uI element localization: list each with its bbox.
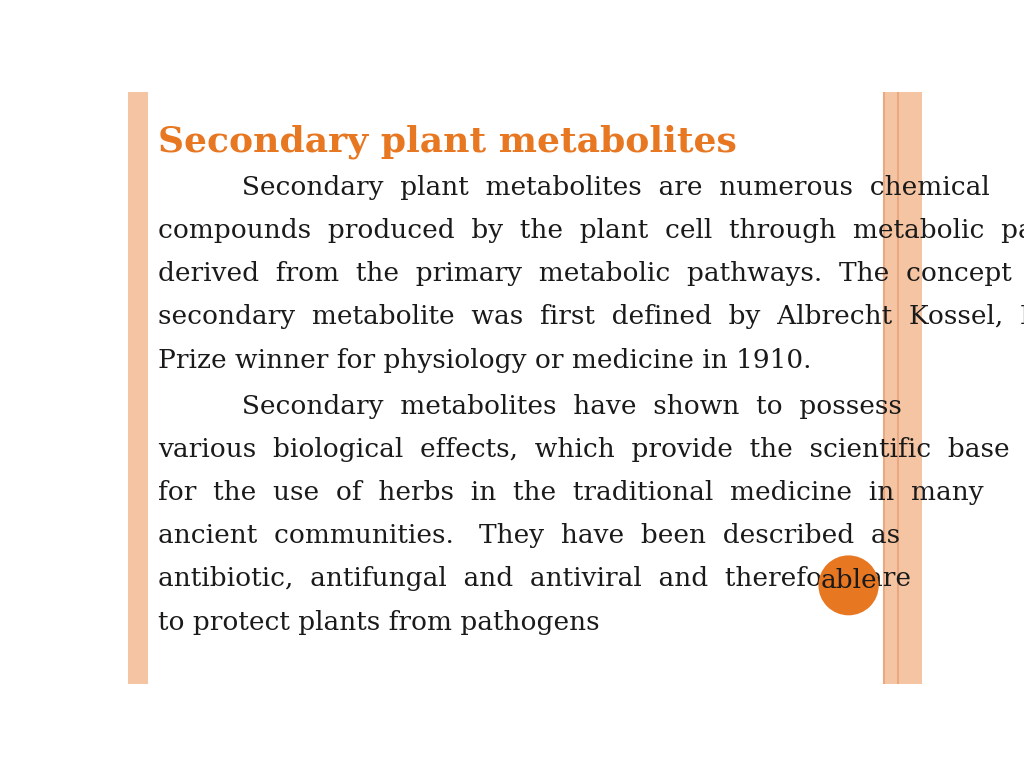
Ellipse shape — [818, 555, 879, 615]
Text: ancient  communities.   They  have  been  described  as: ancient communities. They have been desc… — [158, 523, 900, 548]
Text: secondary  metabolite  was  first  defined  by  Albrecht  Kossel,  Nobel: secondary metabolite was first defined b… — [158, 304, 1024, 329]
Text: various  biological  effects,  which  provide  the  scientific  base: various biological effects, which provid… — [158, 437, 1010, 462]
Bar — [885, 92, 902, 684]
Bar — [902, 92, 922, 684]
Text: Prize winner for physiology or medicine in 1910.: Prize winner for physiology or medicine … — [158, 348, 812, 372]
Bar — [128, 92, 147, 684]
Text: Secondary plant metabolites: Secondary plant metabolites — [158, 124, 737, 159]
Text: derived  from  the  primary  metabolic  pathways.  The  concept  of: derived from the primary metabolic pathw… — [158, 261, 1024, 286]
Text: to protect plants from pathogens: to protect plants from pathogens — [158, 610, 600, 634]
Text: antibiotic,  antifungal  and  antiviral  and  therefore  are: antibiotic, antifungal and antiviral and… — [158, 567, 911, 591]
Text: Secondary  plant  metabolites  are  numerous  chemical: Secondary plant metabolites are numerous… — [158, 175, 990, 200]
Text: compounds  produced  by  the  plant  cell  through  metabolic  pathways: compounds produced by the plant cell thr… — [158, 218, 1024, 243]
Text: for  the  use  of  herbs  in  the  traditional  medicine  in  many: for the use of herbs in the traditional … — [158, 480, 984, 505]
Text: Secondary  metabolites  have  shown  to  possess: Secondary metabolites have shown to poss… — [158, 394, 902, 419]
Text: able: able — [820, 568, 877, 593]
